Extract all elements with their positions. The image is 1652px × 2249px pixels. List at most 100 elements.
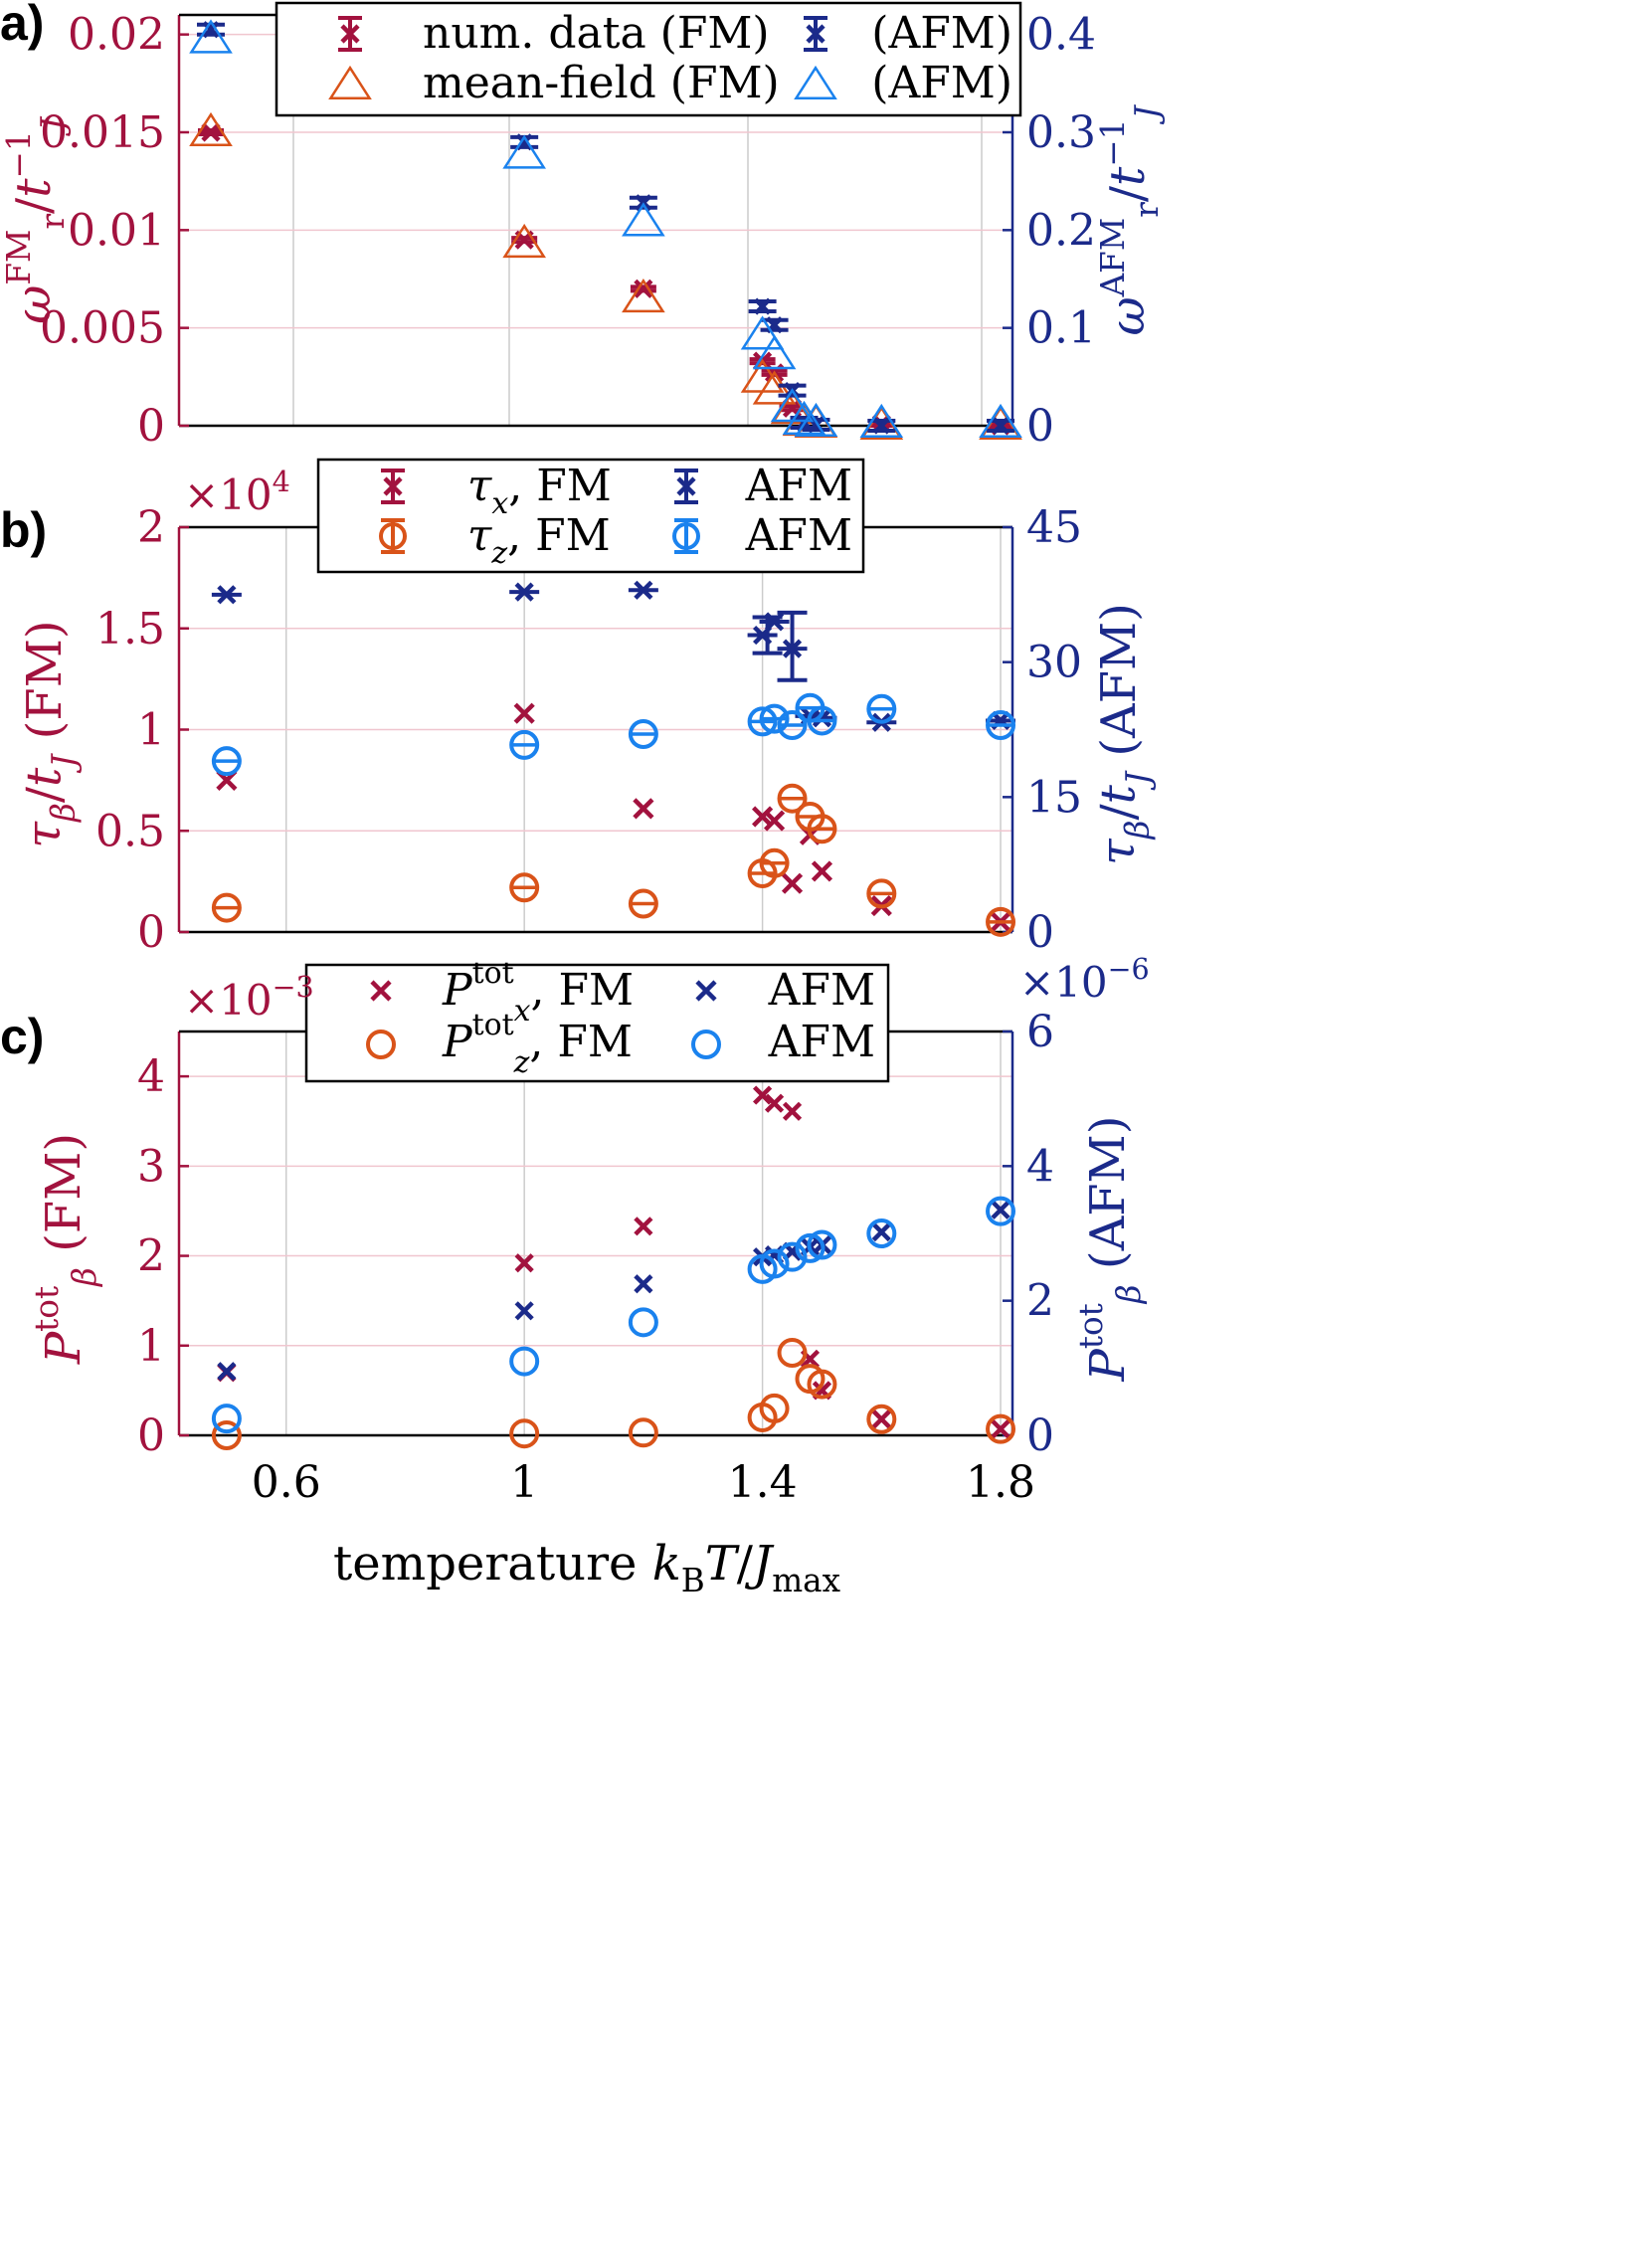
svg-text:temperature kBT/Jmax: temperature kBT/Jmax — [333, 1536, 840, 1599]
legend-fm-data-marker — [340, 24, 360, 44]
left-tick-label: 0.005 — [40, 303, 165, 354]
x-tick-label: 0.6 — [252, 1457, 321, 1508]
afm-ptot-x-point — [991, 1200, 1010, 1219]
left-tick-label: 0.015 — [40, 107, 165, 158]
svg-text:Ptotβ (FM): Ptotβ (FM) — [28, 1133, 103, 1365]
afm-ptot-z-point — [986, 1196, 1016, 1226]
fm-tau-x-point — [633, 798, 654, 820]
legend-fm-tau-x-label: τx, FM — [467, 461, 612, 521]
left-tick-label: 0 — [137, 907, 165, 958]
legend-fm-tau-z-label: τz, FM — [467, 510, 611, 571]
afm-ptot-z-point — [509, 1346, 540, 1377]
fm-data-point — [201, 122, 221, 142]
legend-a: num. data (FM) (AFM) mean-field (FM) (AFM) — [275, 1, 1022, 117]
right-tick-label: 0.2 — [1026, 205, 1096, 256]
legend-fm-data-label: num. data (FM) — [423, 8, 770, 59]
afm-ptot-z-point — [795, 1232, 826, 1263]
right-tick-label: 45 — [1026, 502, 1082, 553]
svg-text:×10−6: ×10−6 — [1019, 952, 1150, 1007]
panel-label: b) — [0, 502, 47, 558]
right-tick-label: 30 — [1026, 638, 1082, 688]
right-tick-label: 6 — [1026, 1007, 1054, 1057]
afm-ptot-x-point — [634, 1274, 653, 1294]
legend-fm-ptot-x-marker — [370, 980, 392, 1002]
afm-ptot-z-point — [866, 1218, 897, 1248]
legend-box — [304, 963, 890, 1083]
fm-ptot-z-point — [777, 1337, 808, 1368]
fm-ptot-x-point — [514, 1253, 534, 1273]
fm-ptot-z-point — [211, 1420, 242, 1450]
fm-ptot-z-point — [807, 1369, 837, 1400]
afm-meanfield-point — [859, 403, 904, 439]
legend-box — [316, 458, 865, 574]
afm-tau-x-point — [217, 585, 237, 605]
fm-meanfield-point — [622, 278, 665, 313]
afm-ptot-z-point — [211, 1404, 242, 1434]
afm-meanfield-point — [979, 403, 1022, 439]
left-ylabel-b: τβ/tJ (FM) — [16, 620, 83, 847]
afm-meanfield-point — [794, 402, 838, 438]
fm-meanfield-point — [189, 111, 233, 146]
fm-ptot-x-point — [991, 1419, 1010, 1439]
right-tick-label: 0.3 — [1026, 107, 1096, 158]
afm-ptot-z-point — [628, 1307, 658, 1338]
afm-ptot-z-point — [807, 1229, 837, 1260]
fm-ptot-z-point — [759, 1393, 790, 1423]
x-tick-label: 1.8 — [966, 1457, 1035, 1508]
legend-afm-data-label: (AFM) — [871, 8, 1012, 59]
fm-meanfield-point — [752, 370, 797, 405]
afm-data-point — [992, 417, 1010, 435]
legend-fm-ptot-z-label: Ptotz, FM — [442, 1008, 633, 1080]
svg-text:ωAFMr/t−1J: ωAFMr/t−1J — [1094, 104, 1166, 336]
legend-afm-data-marker — [806, 24, 826, 44]
left-tick-label: 3 — [137, 1141, 165, 1192]
fm-tau-x-point — [811, 860, 833, 882]
afm-tau-x-point — [514, 582, 534, 602]
right-ylabel-c: Ptotβ (AFM) — [1072, 1116, 1148, 1383]
legend-afm-meanfield-marker — [794, 65, 837, 99]
left-tick-label: 4 — [137, 1051, 165, 1102]
legend-afm-tau-x-marker — [676, 476, 696, 496]
svg-text:Ptotz, FM: Ptotz, FM — [442, 1008, 633, 1080]
left-tick-label: 1.5 — [95, 604, 165, 655]
legend-afm-tau-z-label: AFM — [745, 510, 852, 561]
fm-ptot-x-point — [764, 1093, 785, 1113]
fm-ptot-z-point — [866, 1404, 897, 1434]
afm-ptot-x-point — [217, 1362, 237, 1382]
svg-text:τz, FM: τz, FM — [467, 510, 611, 571]
afm-ptot-z-point — [777, 1241, 808, 1272]
legend-afm-ptot-x-marker — [695, 980, 717, 1002]
right-tick-label: 15 — [1026, 772, 1082, 823]
legend-afm-ptot-z-label: AFM — [768, 1017, 875, 1067]
fm-ptot-x-point — [871, 1409, 891, 1429]
legend-afm-meanfield-label: (AFM) — [871, 58, 1012, 108]
right-tick-label: 4 — [1026, 1141, 1054, 1192]
x-tick-label: 1.4 — [728, 1457, 798, 1508]
fm-meanfield-point — [502, 223, 547, 259]
svg-text:ωFMr/t−1J: ωFMr/t−1J — [0, 115, 72, 323]
afm-ptot-x-point — [514, 1301, 534, 1321]
legend-fm-ptot-z-marker — [366, 1030, 396, 1059]
right-tick-label: 0 — [1026, 401, 1054, 452]
right-tick-label: 0.1 — [1026, 303, 1096, 354]
left-tick-label: 0.5 — [95, 806, 165, 856]
x-tick-label: 1 — [510, 1457, 538, 1508]
right-tick-label: 0 — [1026, 907, 1054, 958]
afm-meanfield-point — [752, 335, 797, 370]
left-ylabel-a: ωFMr/t−1J — [0, 115, 72, 323]
left-tick-label: 1 — [137, 1321, 165, 1372]
right-ylabel-b: τβ/tJ (AFM) — [1090, 603, 1157, 865]
left-tick-label: 0.01 — [68, 205, 165, 256]
svg-text:×10−3: ×10−3 — [184, 970, 314, 1025]
panel-label: c) — [0, 1009, 44, 1064]
right-multiplier-c: ×10−6 — [1019, 952, 1150, 1007]
legend-fm-tau-z-marker — [379, 522, 407, 550]
right-tick-label: 0 — [1026, 1410, 1054, 1461]
afm-ptot-z-point — [759, 1248, 790, 1279]
svg-text:τx, FM: τx, FM — [467, 461, 612, 521]
svg-text:×104: ×104 — [184, 465, 290, 519]
afm-meanfield-point — [502, 134, 547, 169]
left-tick-label: 0.02 — [68, 10, 165, 61]
